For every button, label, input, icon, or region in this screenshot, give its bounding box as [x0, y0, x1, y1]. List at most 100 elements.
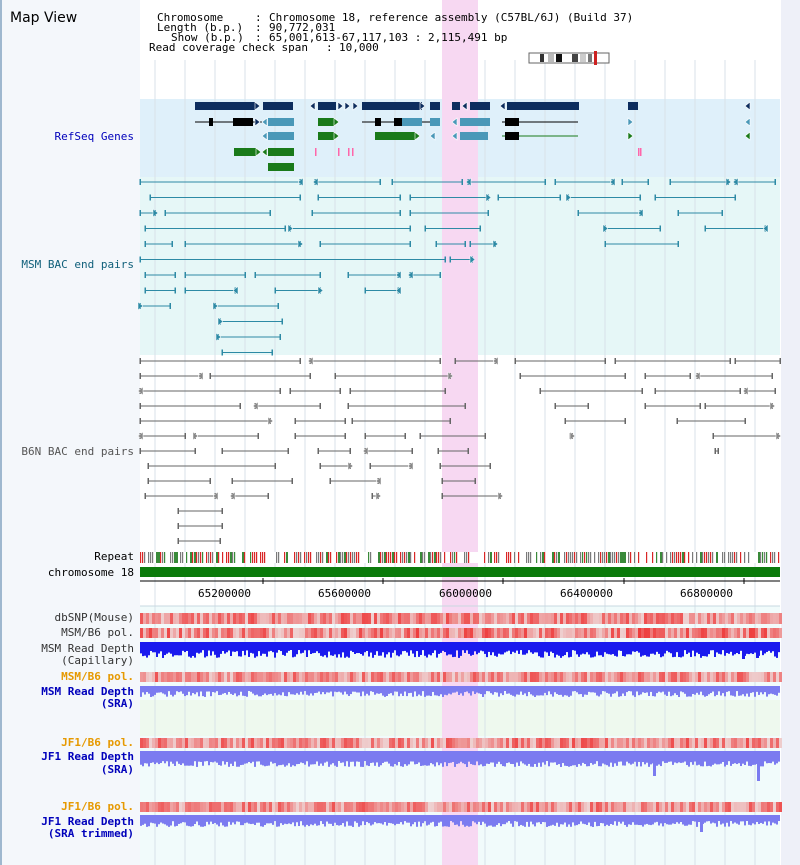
jf1-sra-depth-bar [296, 751, 298, 765]
jf1-b6-pol-trimmed-density-cell [653, 802, 656, 812]
msm-capillary-depth-bar [514, 642, 516, 653]
msm-capillary-depth-bar [250, 642, 252, 653]
repeat-element [244, 552, 246, 563]
jf1-b6-pol-trimmed-density-cell [287, 802, 290, 812]
jf1-b6-pol-density-cell [167, 738, 170, 748]
repeat-element [218, 552, 220, 563]
msm-sra-depth-bar [632, 686, 634, 696]
jf1-sra-depth-bar [192, 751, 194, 766]
msm-capillary-depth-bar [640, 642, 642, 657]
dbsnp-density-cell [308, 613, 311, 624]
msm-b6-pol-density-cell [590, 628, 593, 638]
msm-capillary-depth-bar [174, 642, 176, 656]
repeat-element [676, 552, 678, 563]
dbsnp-density-cell [509, 613, 512, 624]
msm-b6-pol-density-cell [491, 628, 494, 638]
dbsnp-density-cell [704, 613, 707, 624]
jf1-sra-depth-bar [562, 751, 564, 764]
msm-capillary-depth-bar [530, 642, 532, 653]
bac-end-arrow [312, 177, 319, 187]
jf1-trimmed-depth-bar [448, 815, 450, 827]
msm-capillary-depth-bar [494, 642, 496, 656]
jf1-b6-pol-trimmed-density-cell [347, 802, 350, 812]
msm-capillary-depth-bar [726, 642, 728, 654]
jf1-trimmed-depth-bar [268, 815, 270, 824]
dbsnp-density-cell [488, 613, 491, 624]
jf1-trimmed-depth-bar [720, 815, 722, 825]
bac-end-tick [461, 179, 463, 185]
repeat-element [770, 552, 772, 563]
jf1-sra-depth-bar [572, 751, 574, 766]
jf1-b6-pol-trimmed-density-cell [527, 802, 530, 812]
msm-sra-depth-bar [616, 686, 618, 692]
dbsnp-density-cell [491, 613, 494, 624]
length-value: 90,772,031 [269, 21, 336, 34]
jf1-b6-pol-density-cell [383, 738, 386, 748]
msm-sra-depth-bar [650, 686, 652, 692]
jf1-sra-depth-bar [653, 751, 656, 776]
bac-end-tick [391, 179, 393, 185]
msm-sra-depth-bar [634, 686, 636, 697]
jf1-b6-pol-density-cell [755, 738, 758, 748]
msm-b6-pol-density-cell [398, 628, 401, 638]
dbsnp-density-cell [338, 613, 341, 624]
msm-b6-pol-sra-density-cell [752, 672, 755, 682]
jf1-b6-pol-density-cell [284, 738, 287, 748]
msm-b6-pol-density-cell [194, 628, 197, 638]
repeat-element [604, 552, 606, 563]
msm-sra-depth-bar [356, 686, 358, 693]
jf1-sra-depth-bar [448, 751, 450, 764]
msm-capillary-depth-bar [578, 642, 580, 657]
msm-capillary-depth-bar [766, 642, 768, 652]
msm-capillary-depth-bar [300, 642, 302, 654]
jf1-b6-pol-trimmed-density-cell [269, 802, 272, 812]
bac-end-tick [714, 448, 716, 454]
msm-b6-pol-sra-density-cell [593, 672, 596, 682]
bac-end-tick [144, 225, 146, 232]
msm-b6-pol-sra-density-cell [452, 672, 455, 682]
axis-tick-label: 66000000 [439, 587, 492, 600]
jf1-trimmed-depth-bar [290, 815, 292, 825]
bac-end-tick [299, 358, 301, 364]
jf1-trimmed-depth-bar [370, 815, 372, 826]
msm-sra-depth-bar [310, 686, 312, 694]
jf1-sra-depth-bar [270, 751, 272, 762]
track-label-msm-bac[interactable]: MSM BAC end pairs [21, 258, 134, 271]
jf1-sra-depth-bar [774, 751, 776, 765]
msm-b6-pol-sra-density-cell [656, 672, 659, 682]
bac-end-tick [351, 418, 353, 424]
jf1-trimmed-depth-bar [202, 815, 204, 827]
repeat-element [428, 552, 430, 563]
jf1-b6-pol-density-cell [197, 738, 200, 748]
jf1-sra-depth-bar [516, 751, 518, 763]
jf1-trimmed-depth-bar [352, 815, 354, 827]
jf1-b6-pol-trimmed-density-cell [170, 802, 173, 812]
jf1-trimmed-depth-bar [470, 815, 472, 827]
jf1-sra-depth-bar [686, 751, 688, 766]
jf1-b6-pol-trimmed-density-cell [698, 802, 701, 812]
jf1-b6-pol-trimmed-density-cell [635, 802, 638, 812]
bac-end-tick [489, 463, 491, 469]
msm-sra-depth-bar [188, 686, 190, 692]
jf1-trimmed-depth-bar [516, 815, 518, 822]
msm-capillary-depth-bar [468, 642, 470, 654]
jf1-b6-pol-density-cell [380, 738, 383, 748]
bac-end-tick [676, 418, 678, 424]
jf1-sra-depth-bar [406, 751, 408, 766]
jf1-sra-depth-bar [412, 751, 414, 762]
jf1-b6-pol-trimmed-density-cell [344, 802, 347, 812]
jf1-trimmed-depth-bar [710, 815, 712, 824]
dbsnp-density-cell [779, 613, 782, 624]
jf1-trimmed-depth-bar [380, 815, 382, 824]
jf1-sra-depth-bar [608, 751, 610, 767]
jf1-b6-pol-trimmed-density-cell [680, 802, 683, 812]
dbsnp-density-cell [392, 613, 395, 624]
dbsnp-density-cell [629, 613, 632, 624]
track-label-refseq-genes[interactable]: RefSeq Genes [54, 130, 134, 143]
msm-b6-pol-density-cell [179, 628, 182, 638]
msm-b6-pol-sra-density-cell [392, 672, 395, 682]
jf1-sra-depth-bar [544, 751, 546, 765]
track-label-b6n-bac[interactable]: B6N BAC end pairs [21, 445, 134, 458]
msm-capillary-depth-bar [318, 642, 320, 654]
